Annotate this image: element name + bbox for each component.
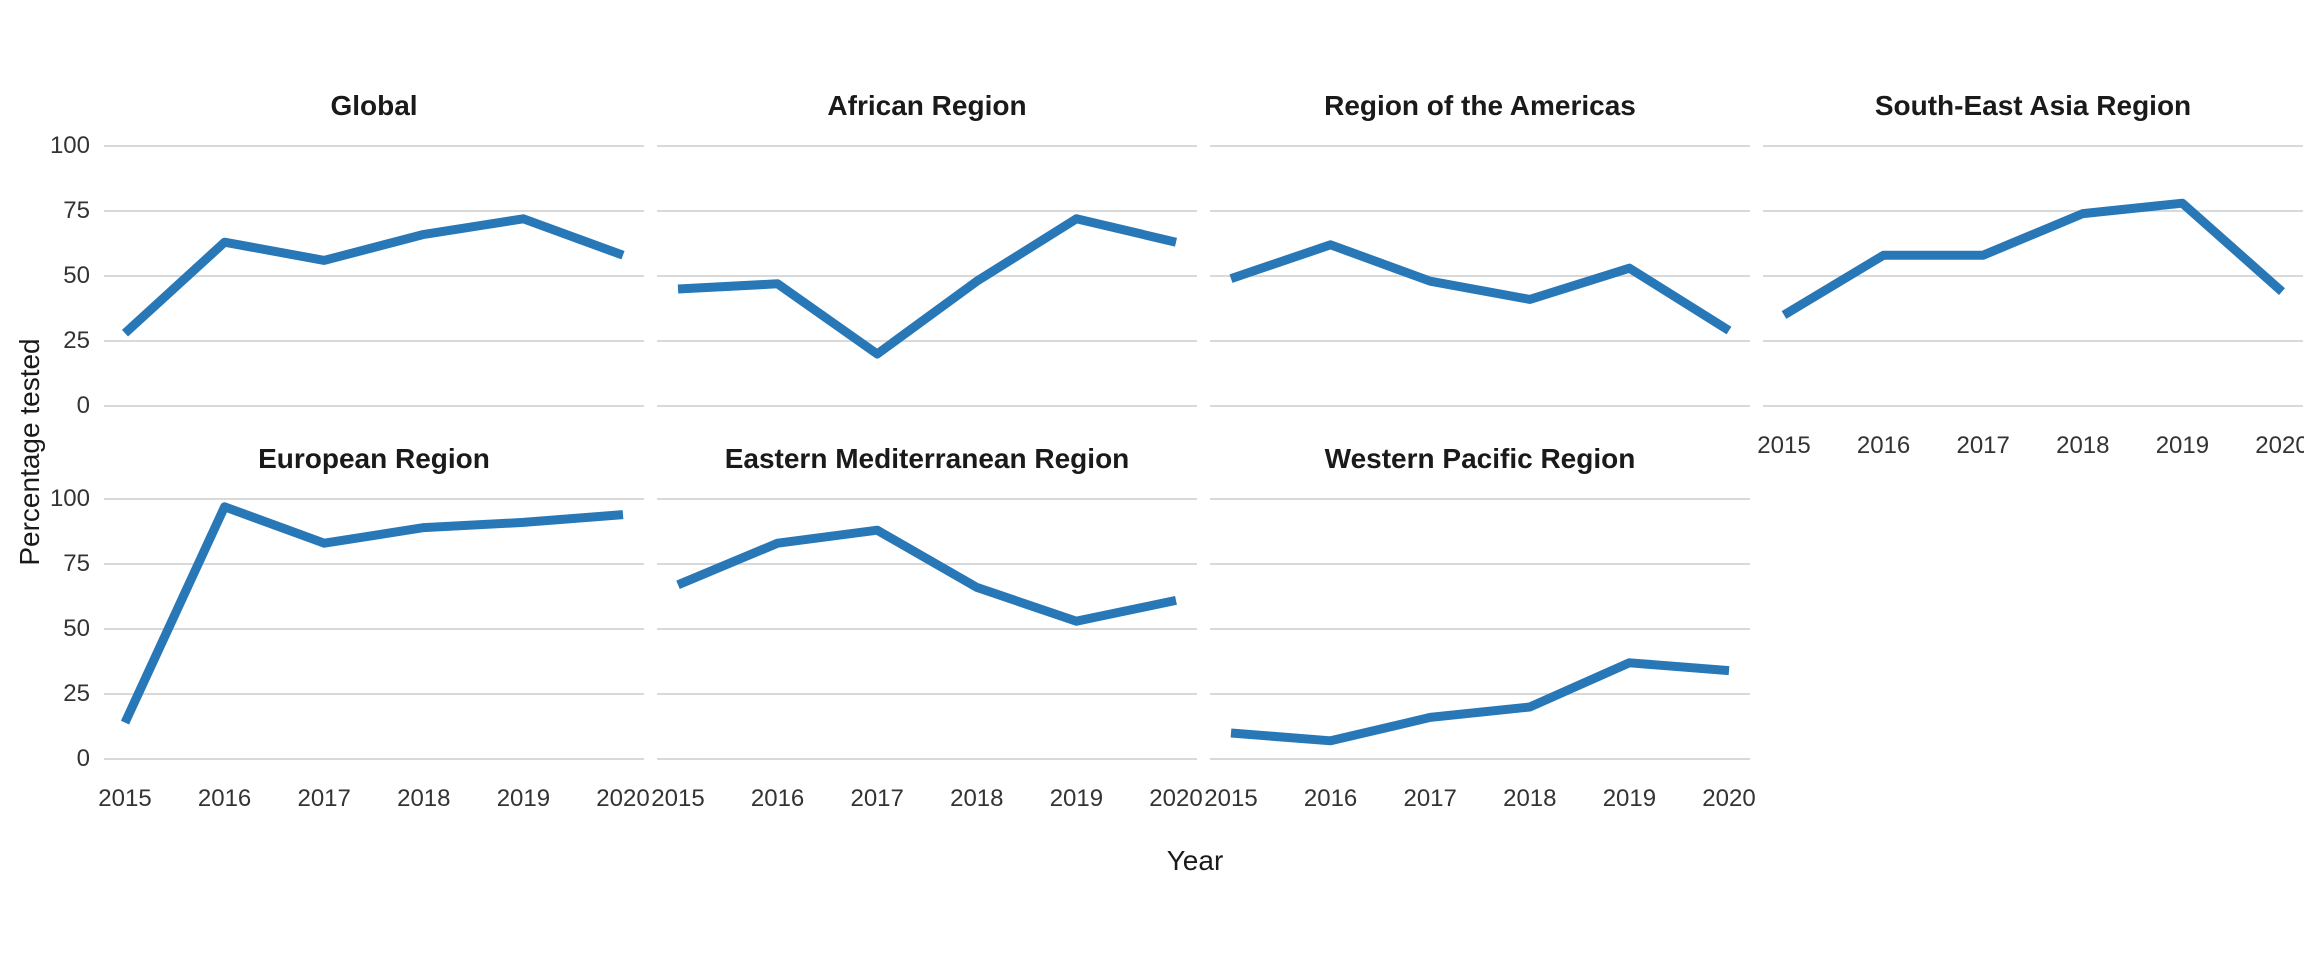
facet-title: European Region: [258, 443, 490, 474]
y-tick-label: 50: [63, 262, 90, 289]
x-tick-label: 2017: [297, 785, 351, 812]
x-tick-label: 2019: [496, 785, 551, 812]
x-tick-label: 2016: [1303, 785, 1358, 812]
x-tick-label: 2018: [2056, 432, 2110, 459]
x-tick-label: 2020: [596, 785, 650, 812]
y-tick-label: 100: [49, 132, 90, 159]
x-tick-label: 2018: [950, 785, 1004, 812]
data-line: [121, 214, 625, 337]
y-tick-label: 50: [63, 615, 90, 642]
x-tick-label: 2016: [197, 785, 252, 812]
x-tick-label: 2015: [98, 785, 152, 812]
data-line: [676, 525, 1177, 626]
x-tick-label: 2019: [2155, 432, 2210, 459]
data-line: [1229, 240, 1732, 335]
y-tick-label: 25: [63, 327, 90, 354]
x-tick-label: 2017: [1403, 785, 1457, 812]
y-tick-label: 0: [76, 392, 90, 419]
x-tick-label: 2016: [750, 785, 805, 812]
data-line: [1230, 658, 1730, 746]
x-tick-label: 2015: [1757, 432, 1811, 459]
facet-panel: [1210, 498, 1750, 760]
facet-panel: [657, 145, 1197, 407]
facet-title: Region of the Americas: [1324, 90, 1636, 121]
facet-title: Western Pacific Region: [1324, 443, 1636, 474]
x-tick-label: 2020: [2255, 432, 2304, 459]
facet-panel: [1210, 145, 1750, 407]
x-tick-label: 2016: [1856, 432, 1911, 459]
x-tick-label: 2017: [850, 785, 904, 812]
x-tick-label: 2020: [1702, 785, 1756, 812]
y-tick-label: 0: [76, 745, 90, 772]
y-axis-title: Percentage tested: [14, 338, 45, 566]
data-line: [120, 502, 624, 725]
facet-panel: [1763, 145, 2303, 407]
facet-panel: [104, 145, 644, 407]
data-line: [677, 214, 1178, 359]
x-tick-label: 2017: [1956, 432, 2010, 459]
facet-title: African Region: [827, 90, 1027, 121]
y-tick-label: 100: [49, 485, 90, 512]
data-line: [1781, 198, 2285, 319]
x-tick-label: 2018: [397, 785, 451, 812]
facet-panel: [657, 498, 1197, 760]
x-axis-title: Year: [1166, 845, 1224, 876]
y-tick-label: 75: [63, 550, 90, 577]
facet-title: Global: [330, 90, 418, 121]
facet-title: South-East Asia Region: [1874, 90, 2192, 121]
x-tick-label: 2015: [1204, 785, 1258, 812]
x-tick-label: 2018: [1503, 785, 1557, 812]
facet-panel: [104, 498, 644, 760]
x-tick-label: 2020: [1149, 785, 1203, 812]
facet-title: Eastern Mediterranean Region: [724, 443, 1130, 474]
y-tick-label: 25: [63, 680, 90, 707]
x-tick-label: 2019: [1049, 785, 1104, 812]
x-tick-label: 2019: [1602, 785, 1657, 812]
x-tick-label: 2015: [651, 785, 705, 812]
y-tick-label: 75: [63, 197, 90, 224]
